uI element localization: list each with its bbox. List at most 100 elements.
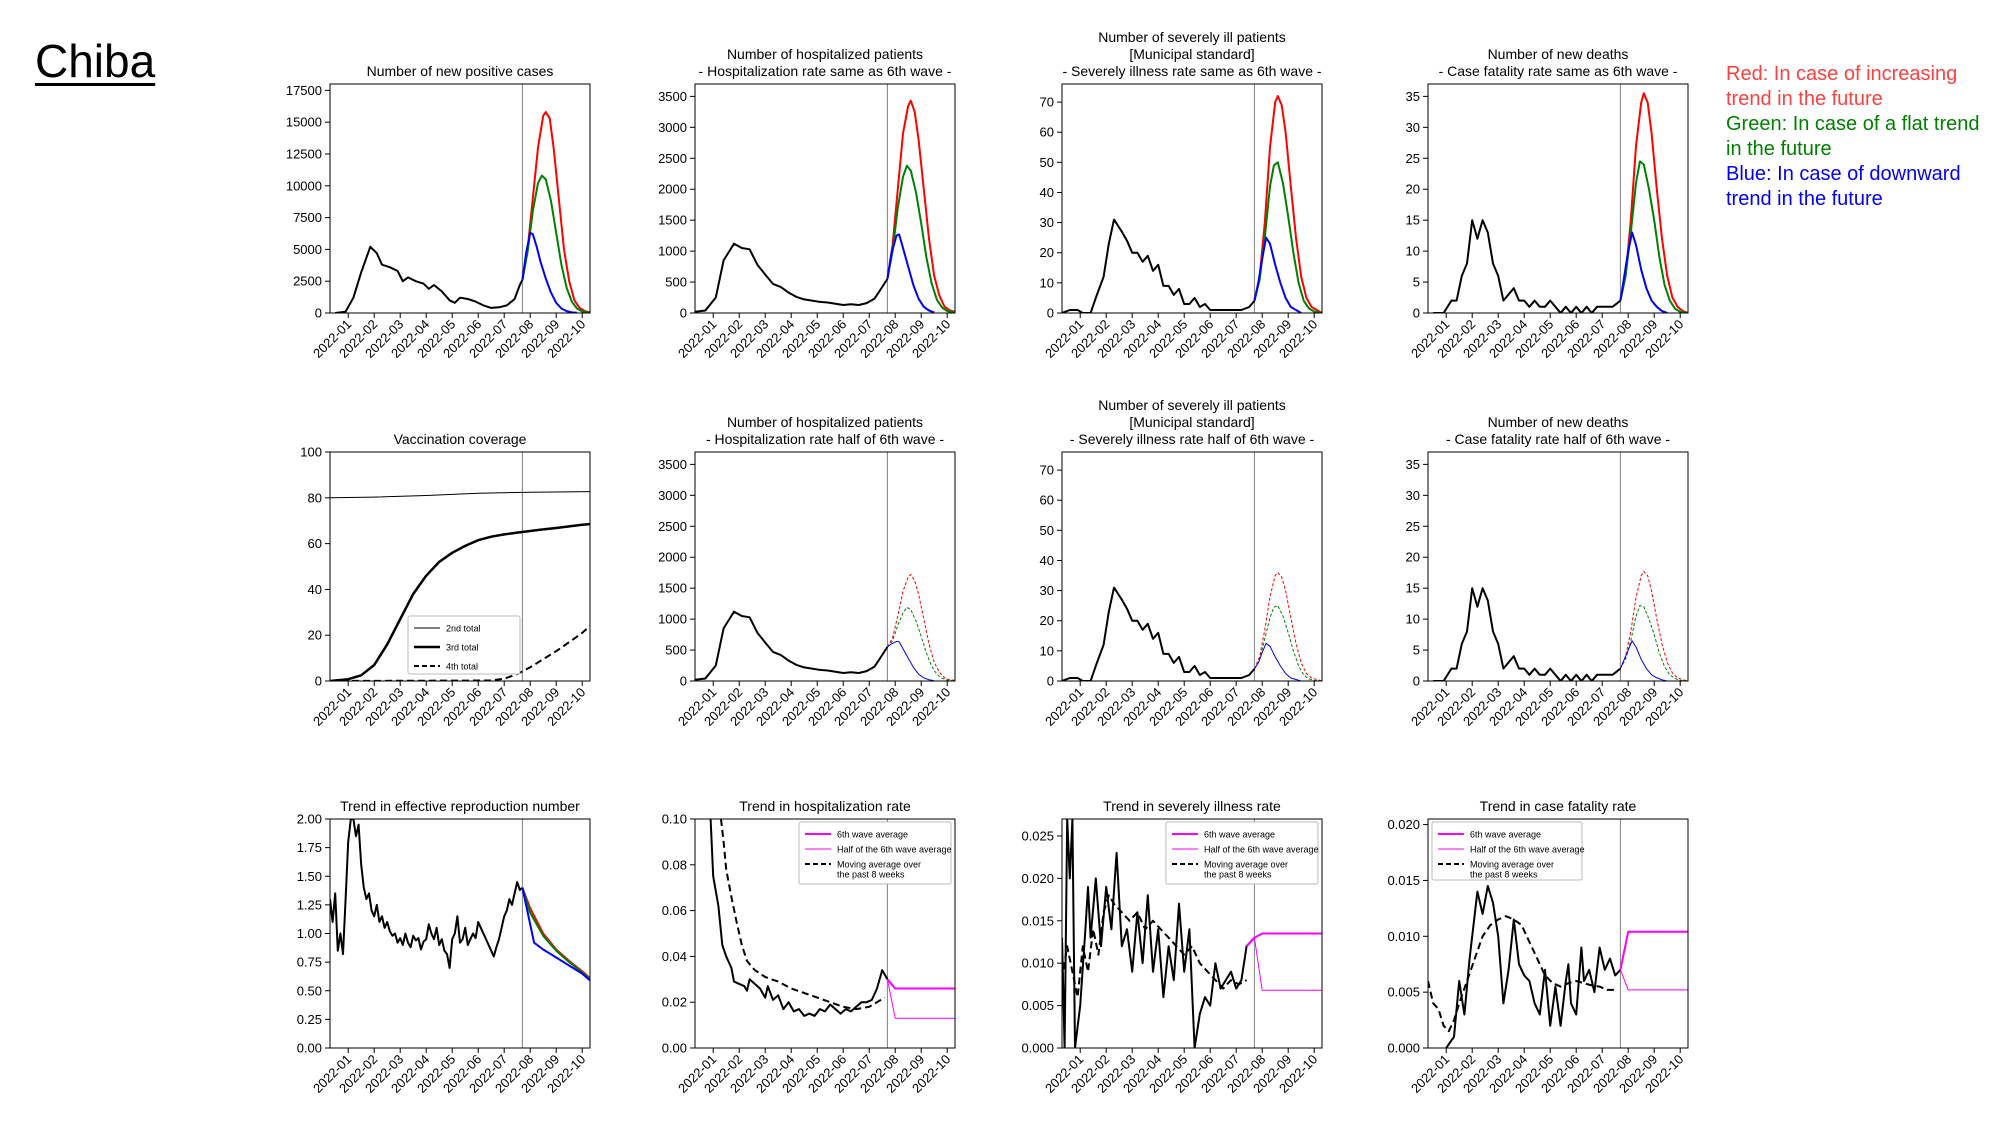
series-line-red: [886, 574, 955, 681]
y-tick-label: 10: [1040, 275, 1054, 290]
chart-title-line: - Case fatality rate same as 6th wave -: [1439, 63, 1678, 79]
plot-frame: [329, 818, 591, 1049]
y-tick-label: 10000: [286, 178, 322, 193]
y-tick-label: 1.25: [297, 897, 322, 912]
chart-legend: 6th wave average Half of the 6th wave ave…: [798, 821, 952, 885]
y-tick-label: 15: [1406, 213, 1420, 228]
chart-title-line: Number of new positive cases: [367, 63, 554, 79]
y-tick-label: 100: [300, 445, 322, 460]
legend-label: Half of the 6th wave average: [837, 845, 952, 855]
y-tick-label: 70: [1040, 95, 1054, 110]
plot-frame: [694, 83, 956, 314]
y-tick-label: 40: [1040, 553, 1054, 568]
y-tick-label: 15000: [286, 115, 322, 130]
legend-label: 4th total: [446, 662, 478, 672]
legend-frame: [1165, 821, 1319, 885]
series-line-blue: [886, 233, 935, 313]
y-tick-label: 0.25: [297, 1012, 322, 1027]
chart-reproduction: Trend in effective reproduction number 0.…: [297, 798, 591, 1096]
chart-title-line: - Hospitalization rate same as 6th wave …: [699, 63, 952, 79]
plot-frame: [1427, 451, 1689, 682]
series-line-blue: [1253, 642, 1302, 681]
series-line-green: [521, 887, 590, 981]
y-tick-label: 1.50: [297, 869, 322, 884]
y-tick-label: 30: [1040, 583, 1054, 598]
y-tick-label: 5: [1413, 275, 1420, 290]
series-line-black: [1062, 586, 1256, 681]
scenario-legend: Red: In case of increasing trend in the …: [1726, 62, 1996, 212]
series-line-green: [887, 606, 955, 681]
y-tick-label: 3000: [658, 488, 687, 503]
y-tick-label: 0.50: [297, 983, 322, 998]
series-line-black: [1062, 894, 1248, 999]
y-tick-label: 25: [1406, 151, 1420, 166]
series-group: [695, 574, 955, 681]
legend-label: 3rd total: [446, 643, 479, 653]
chart-title-line: [Municipal standard]: [1129, 46, 1254, 62]
chart-title-line: [Municipal standard]: [1129, 414, 1254, 430]
series-line-black: [330, 819, 524, 969]
y-tick-label: 12500: [286, 146, 322, 161]
y-tick-label: 25: [1406, 519, 1420, 534]
series-line-green: [521, 174, 590, 313]
plot-frame: [1427, 818, 1689, 1049]
series-group: [1433, 571, 1688, 681]
y-tick-label: 0.015: [1021, 913, 1054, 928]
y-tick-label: 3000: [658, 120, 687, 135]
y-tick-label: 20: [1406, 550, 1420, 565]
y-tick-label: 0: [1413, 674, 1420, 689]
legend-label: Moving average over: [1470, 860, 1554, 870]
series-line-blue: [1619, 640, 1668, 681]
y-tick-label: 0: [680, 306, 687, 321]
legend-label: 2nd total: [446, 624, 481, 634]
series-line-black: [1428, 915, 1616, 1033]
series-group: [695, 99, 955, 313]
legend-label: 6th wave average: [1204, 830, 1275, 840]
series-line-black: [330, 491, 590, 499]
y-tick-label: 50: [1040, 155, 1054, 170]
y-tick-label: 0.00: [297, 1041, 322, 1056]
y-tick-label: 2000: [658, 550, 687, 565]
series-group: [1062, 572, 1322, 681]
y-tick-label: 40: [308, 582, 322, 597]
y-tick-label: 0.005: [1387, 985, 1420, 1000]
y-tick-label: 1000: [658, 244, 687, 259]
scenario-legend-red: Red: In case of increasing trend in the …: [1726, 63, 1958, 110]
legend-label: the past 8 weeks: [1470, 870, 1538, 880]
series-line-magenta: [1253, 937, 1322, 991]
series-line-blue: [1253, 236, 1302, 313]
series-group: [1062, 819, 1322, 1048]
legend-frame: [407, 615, 521, 675]
series-line-blue: [521, 887, 590, 982]
y-tick-label: 5000: [293, 242, 322, 257]
chart-severe-half: Number of severely ill patients[Municipa…: [1040, 397, 1323, 729]
y-tick-label: 20: [308, 628, 322, 643]
y-tick-label: 0: [315, 306, 322, 321]
y-tick-label: 50: [1040, 523, 1054, 538]
y-tick-label: 1500: [658, 581, 687, 596]
y-tick-label: 60: [308, 536, 322, 551]
chart-title-line: Number of new deaths: [1488, 414, 1629, 430]
y-tick-label: 0.06: [662, 903, 687, 918]
series-group: [709, 819, 955, 1019]
y-tick-label: 1.00: [297, 926, 322, 941]
series-group: [335, 111, 590, 313]
y-tick-label: 10: [1406, 612, 1420, 627]
y-tick-label: 0: [1413, 306, 1420, 321]
scenario-legend-blue: Blue: In case of downward trend in the f…: [1726, 163, 1961, 210]
y-tick-label: 20: [1040, 613, 1054, 628]
plot-frame: [694, 451, 956, 682]
chart-severe-rate: Trend in severely illness rate 0.000 0.005…: [1021, 798, 1323, 1096]
chart-deaths-same: Number of new deaths- Case fatality rate…: [1406, 46, 1689, 361]
y-tick-label: 5: [1413, 643, 1420, 658]
plot-frame: [329, 451, 591, 682]
chart-hosp-half: Number of hospitalized patients- Hospita…: [658, 414, 956, 729]
y-tick-label: 0.010: [1021, 956, 1054, 971]
series-line-black: [335, 245, 524, 313]
legend-label: 6th wave average: [1470, 830, 1541, 840]
chart-title-line: Number of hospitalized patients: [727, 414, 923, 430]
y-tick-label: 35: [1406, 457, 1420, 472]
y-tick-label: 0.000: [1021, 1041, 1054, 1056]
series-line-magenta: [886, 979, 955, 1019]
